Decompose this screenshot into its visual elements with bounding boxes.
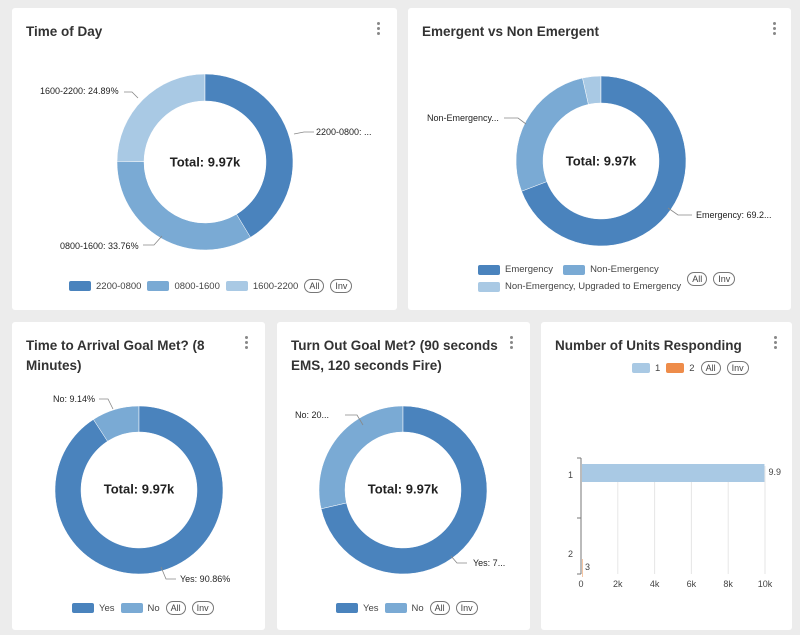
donut-total: Total: 9.97k xyxy=(367,481,439,497)
donut-total: Total: 9.97k xyxy=(103,481,175,497)
donut-chart xyxy=(504,75,692,247)
slice-label: 1600-2200: 24.89% xyxy=(40,86,119,96)
slice-label: No: 20... xyxy=(295,410,330,420)
legend-all-button[interactable]: All xyxy=(687,272,708,286)
legend-all-button[interactable]: All xyxy=(165,601,186,615)
more-menu-icon[interactable] xyxy=(243,336,249,351)
donut-slice-non-emergency[interactable] xyxy=(515,77,589,192)
more-menu-icon[interactable] xyxy=(771,22,777,37)
donut-slice-2200-0800[interactable] xyxy=(204,73,294,238)
legend-invert-button[interactable]: Inv xyxy=(455,601,478,615)
legend-item[interactable]: No xyxy=(384,603,424,614)
donut-chart xyxy=(116,73,314,251)
emergent-card: Emergent vs Non Emergent Total: 9.97k Em… xyxy=(408,8,791,310)
card-title: Time of Day xyxy=(26,24,103,39)
legend-invert-button[interactable]: Inv xyxy=(713,272,736,286)
legend-invert-button[interactable]: Inv xyxy=(726,361,749,375)
x-tick-label: 6k xyxy=(686,579,697,589)
arrival-goal-card: Time to Arrival Goal Met? (8 Minutes) To… xyxy=(12,322,265,630)
donut-total: Total: 9.97k xyxy=(565,153,637,169)
slice-label: Yes: 7... xyxy=(473,558,506,568)
donut-slice-yes[interactable] xyxy=(54,405,224,575)
chart-legend: Yes No All Inv xyxy=(336,601,478,615)
donut-slice-1600-2200[interactable] xyxy=(116,73,206,162)
more-menu-icon[interactable] xyxy=(772,336,778,351)
bar-data-label: 3 xyxy=(585,562,591,572)
x-tick-label: 8k xyxy=(723,579,733,589)
donut-chart xyxy=(54,398,224,580)
legend-item[interactable]: Yes xyxy=(72,603,115,614)
x-tick-label: 10k xyxy=(757,579,773,589)
legend-item[interactable]: 2200-0800 xyxy=(69,281,141,292)
chart-legend: 1 2 All Inv xyxy=(632,361,749,375)
legend-all-button[interactable]: All xyxy=(700,361,721,375)
x-tick-label: 4k xyxy=(649,579,660,589)
bar-1 xyxy=(582,464,765,482)
legend-item[interactable]: Non-Emergency xyxy=(563,264,659,275)
bar-chart xyxy=(577,457,766,577)
legend-all-button[interactable]: All xyxy=(304,279,325,293)
legend-item[interactable]: 1 xyxy=(632,363,660,374)
legend-item[interactable]: 0800-1600 xyxy=(147,281,220,292)
legend-item[interactable]: 2 xyxy=(666,363,695,374)
legend-item[interactable]: Non-Emergency, Upgraded to Emergency xyxy=(478,281,681,292)
legend-item[interactable]: 1600-2200 xyxy=(225,281,298,292)
more-menu-icon[interactable] xyxy=(375,22,381,37)
legend-all-button[interactable]: All xyxy=(429,601,450,615)
time-of-day-card: Time of Day Total: 9.97k 2200-0800: ... … xyxy=(12,8,397,310)
legend-item[interactable]: Emergency xyxy=(478,264,553,275)
legend-invert-button[interactable]: Inv xyxy=(330,279,353,293)
donut-chart xyxy=(318,405,488,575)
more-menu-icon[interactable] xyxy=(508,336,514,351)
slice-label: 0800-1600: 33.76% xyxy=(60,241,139,251)
x-tick-label: 0 xyxy=(578,579,584,589)
bar-data-label: 9.9 xyxy=(768,467,781,477)
legend-item[interactable]: Yes xyxy=(336,603,379,614)
slice-label: Emergency: 69.2... xyxy=(696,210,772,220)
card-title: Emergent vs Non Emergent xyxy=(422,24,600,39)
donut-total: Total: 9.97k xyxy=(169,154,241,170)
bar-2 xyxy=(582,559,583,577)
slice-label: Yes: 90.86% xyxy=(180,574,231,584)
donut-slice-0800-1600[interactable] xyxy=(116,161,251,251)
slice-label: 2200-0800: ... xyxy=(316,127,372,137)
donut-slice-emergency[interactable] xyxy=(521,75,687,247)
y-tick-label: 1 xyxy=(568,470,574,480)
slice-label: Non-Emergency... xyxy=(427,113,499,123)
card-title: Turn Out Goal Met? (90 seconds EMS, 120 … xyxy=(291,338,498,373)
legend-invert-button[interactable]: Inv xyxy=(191,601,214,615)
card-title: Time to Arrival Goal Met? (8 Minutes) xyxy=(26,338,205,373)
slice-label: No: 9.14% xyxy=(53,394,96,404)
turnout-goal-card: Turn Out Goal Met? (90 seconds EMS, 120 … xyxy=(277,322,530,630)
card-title: Number of Units Responding xyxy=(555,338,742,353)
chart-legend: Emergency Non-Emergency Non-Emergency, U… xyxy=(478,264,736,292)
x-tick-label: 2k xyxy=(613,579,623,589)
chart-legend: 2200-0800 0800-1600 1600-2200 All Inv xyxy=(69,279,353,293)
donut-slice-yes[interactable] xyxy=(320,405,488,575)
legend-item[interactable]: No xyxy=(120,603,160,614)
units-responding-card: Number of Units Responding 1 2 All Inv 0… xyxy=(541,322,792,630)
y-tick-label: 2 xyxy=(568,549,574,559)
chart-legend: Yes No All Inv xyxy=(72,601,214,615)
